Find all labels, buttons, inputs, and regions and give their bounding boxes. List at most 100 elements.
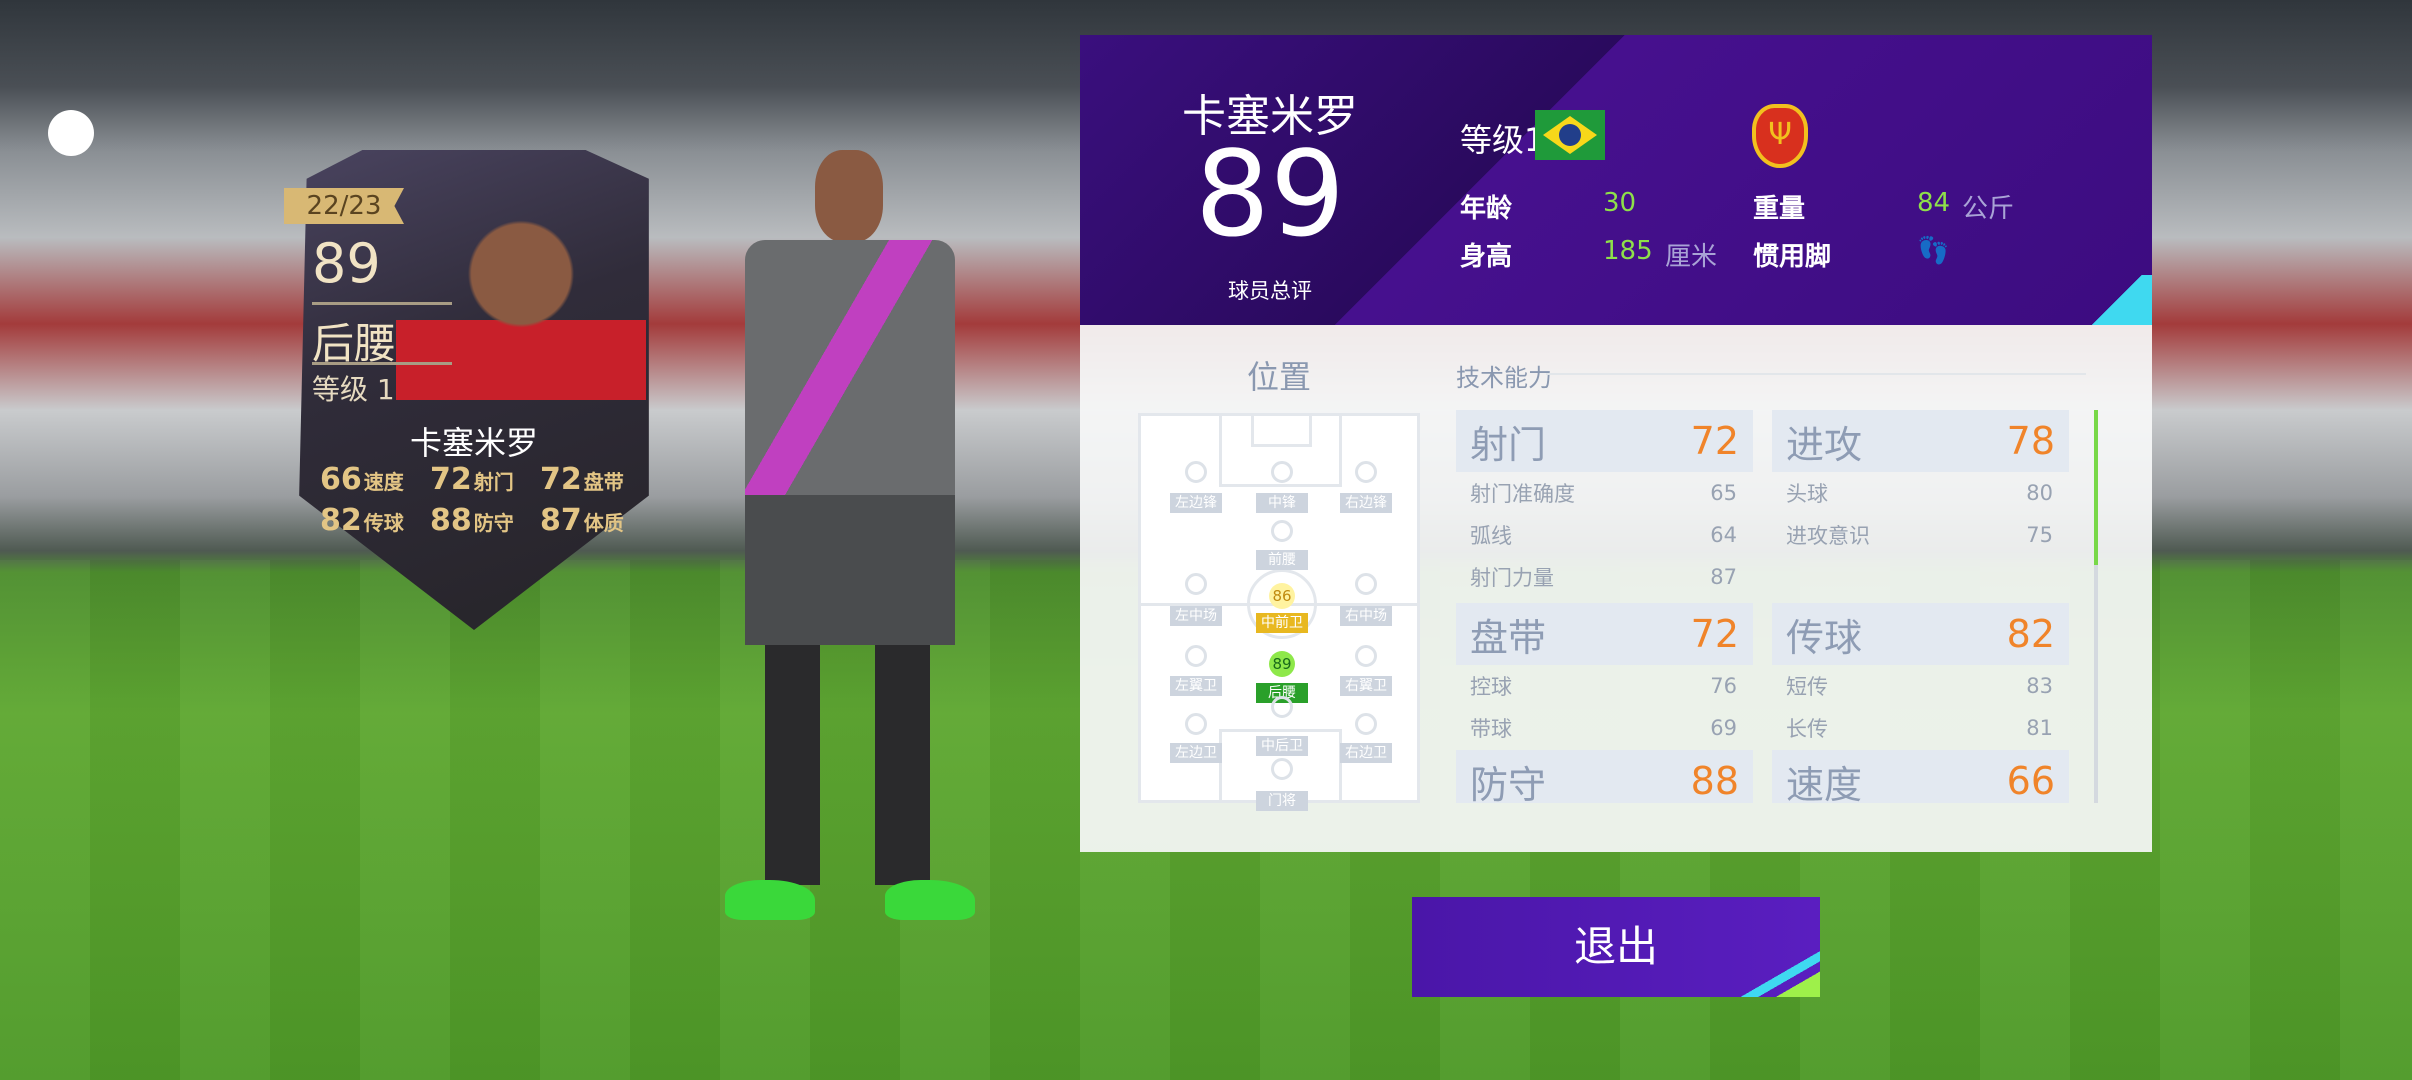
position-pitch: 左边锋 中锋 右边锋 前腰 左中场 中前卫 右中场 左翼卫 后腰 右翼卫 左边卫 中后卫 右边卫 门将 86…	[1138, 413, 1420, 811]
stat-value: 81	[2026, 716, 2053, 740]
stat-name: 控球	[1470, 675, 1512, 699]
overall-label: 球员总评	[1228, 279, 1312, 303]
stat-name: 头球	[1786, 482, 1828, 506]
weight-unit: 公斤	[1962, 194, 2015, 224]
stat-group-value: 66	[2006, 759, 2055, 803]
card-position: 后腰	[312, 319, 397, 368]
title-divider	[1546, 373, 2086, 375]
scrollbar-thumb[interactable]	[2094, 410, 2098, 565]
stat-name: 弧线	[1470, 524, 1512, 548]
stat-row: 进攻意识 75	[1772, 514, 2069, 556]
card-stat: 82 传球	[320, 503, 404, 538]
position-circle	[1185, 645, 1207, 667]
position-label[interactable]: 右边锋	[1340, 493, 1392, 513]
position-circle	[1185, 713, 1207, 735]
stat-row: 带球 69	[1456, 707, 1753, 749]
position-circle	[1355, 713, 1377, 735]
stat-group-value: 88	[1690, 759, 1739, 803]
stat-value: 64	[1710, 523, 1737, 547]
stat-group-name: 盘带	[1470, 615, 1547, 660]
player-level: 等级1	[1460, 121, 1545, 159]
position-label[interactable]: 右边卫	[1340, 743, 1392, 763]
stat-group-header[interactable]: 速度 66	[1772, 750, 2069, 803]
stat-group-header[interactable]: 进攻 78	[1772, 410, 2069, 472]
height-value: 185	[1603, 236, 1653, 266]
position-label[interactable]: 左边卫	[1170, 743, 1222, 763]
card-stat: 66 速度	[320, 462, 404, 497]
position-label[interactable]: 中前卫	[1256, 613, 1308, 633]
position-circle	[1185, 461, 1207, 483]
stat-group-name: 防守	[1470, 762, 1547, 804]
position-label[interactable]: 门将	[1256, 791, 1308, 811]
stat-group-value: 72	[1690, 419, 1739, 463]
stat-row: 射门准确度 65	[1456, 472, 1753, 514]
stat-group: 速度 66	[1772, 750, 2069, 803]
card-level: 等级 1	[312, 373, 395, 406]
card-season: 22/23	[284, 188, 404, 224]
position-label[interactable]: 左边锋	[1170, 493, 1222, 513]
card-stat: 72 射门	[430, 462, 514, 497]
position-label[interactable]: 中后卫	[1256, 736, 1308, 756]
brazil-flag-icon	[1535, 110, 1605, 160]
position-rating-badge: 86	[1269, 583, 1295, 609]
card-divider	[312, 362, 452, 365]
menu-dot-button[interactable]	[48, 110, 94, 156]
player-info-header: 卡塞米罗 89 球员总评 等级1	[1080, 35, 2152, 325]
stat-name: 长传	[1786, 717, 1828, 741]
position-circle	[1271, 461, 1293, 483]
age-value: 30	[1603, 188, 1637, 218]
player-photo	[396, 190, 646, 400]
player-name: 卡塞米罗	[1182, 91, 1358, 142]
stat-name: 带球	[1470, 717, 1512, 741]
card-stat: 72 盘带	[540, 462, 624, 497]
stat-value: 80	[2026, 481, 2053, 505]
stat-value: 69	[1710, 716, 1737, 740]
stat-row: 头球 80	[1772, 472, 2069, 514]
stat-group: 盘带 72 控球 76 带球 69	[1456, 603, 1753, 749]
card-stat: 88 防守	[430, 503, 514, 538]
overall-rating: 89	[1194, 125, 1346, 263]
position-label[interactable]: 左翼卫	[1170, 676, 1222, 696]
stat-group-name: 速度	[1786, 762, 1863, 804]
position-label[interactable]: 前腰	[1256, 550, 1308, 570]
card-overall: 89	[312, 232, 381, 295]
stat-group-name: 进攻	[1786, 422, 1863, 467]
footprints-icon: 👣	[1917, 236, 1950, 266]
stat-name: 射门力量	[1470, 566, 1554, 590]
weight-value: 84	[1917, 188, 1951, 218]
stat-value: 87	[1710, 565, 1737, 589]
stat-group: 防守 88	[1456, 750, 1753, 803]
stat-group-header[interactable]: 盘带 72	[1456, 603, 1753, 665]
stat-name: 进攻意识	[1786, 524, 1870, 548]
club-crest-icon: Ψ	[1752, 104, 1808, 168]
age-label: 年龄	[1460, 194, 1513, 224]
stat-group-header[interactable]: 传球 82	[1772, 603, 2069, 665]
stat-value: 76	[1710, 674, 1737, 698]
position-title: 位置	[1247, 358, 1312, 396]
height-unit: 厘米	[1665, 242, 1718, 272]
stat-group-name: 射门	[1470, 422, 1547, 467]
position-label[interactable]: 右中场	[1340, 606, 1392, 626]
stat-name: 短传	[1786, 675, 1828, 699]
stat-name: 射门准确度	[1470, 482, 1575, 506]
stat-group-header[interactable]: 射门 72	[1456, 410, 1753, 472]
position-circle	[1271, 520, 1293, 542]
exit-button[interactable]: 退出	[1412, 897, 1820, 997]
foot-label: 惯用脚	[1753, 242, 1832, 272]
stat-row: 长传 81	[1772, 707, 2069, 749]
technical-stats-list[interactable]: 射门 72 射门准确度 65 弧线 64 射门力量 87 进攻 78 头球 80 进攻意识 75 盘带 72 控…	[1456, 410, 2071, 803]
stat-row: 控球 76	[1456, 665, 1753, 707]
player-model[interactable]	[725, 150, 975, 950]
stat-row: 射门力量 87	[1456, 556, 1753, 598]
stats-scrollbar[interactable]	[2094, 410, 2098, 803]
position-label[interactable]: 左中场	[1170, 606, 1222, 626]
stat-value: 83	[2026, 674, 2053, 698]
card-stats: 66 速度 72 射门 72 盘带 82 传球 88 防守 87 体质	[320, 462, 650, 538]
weight-label: 重量	[1753, 194, 1806, 224]
position-label[interactable]: 右翼卫	[1340, 676, 1392, 696]
position-circle	[1271, 696, 1293, 718]
stat-value: 65	[1710, 481, 1737, 505]
height-label: 身高	[1460, 242, 1513, 272]
stat-group-header[interactable]: 防守 88	[1456, 750, 1753, 803]
position-label[interactable]: 中锋	[1256, 493, 1308, 513]
